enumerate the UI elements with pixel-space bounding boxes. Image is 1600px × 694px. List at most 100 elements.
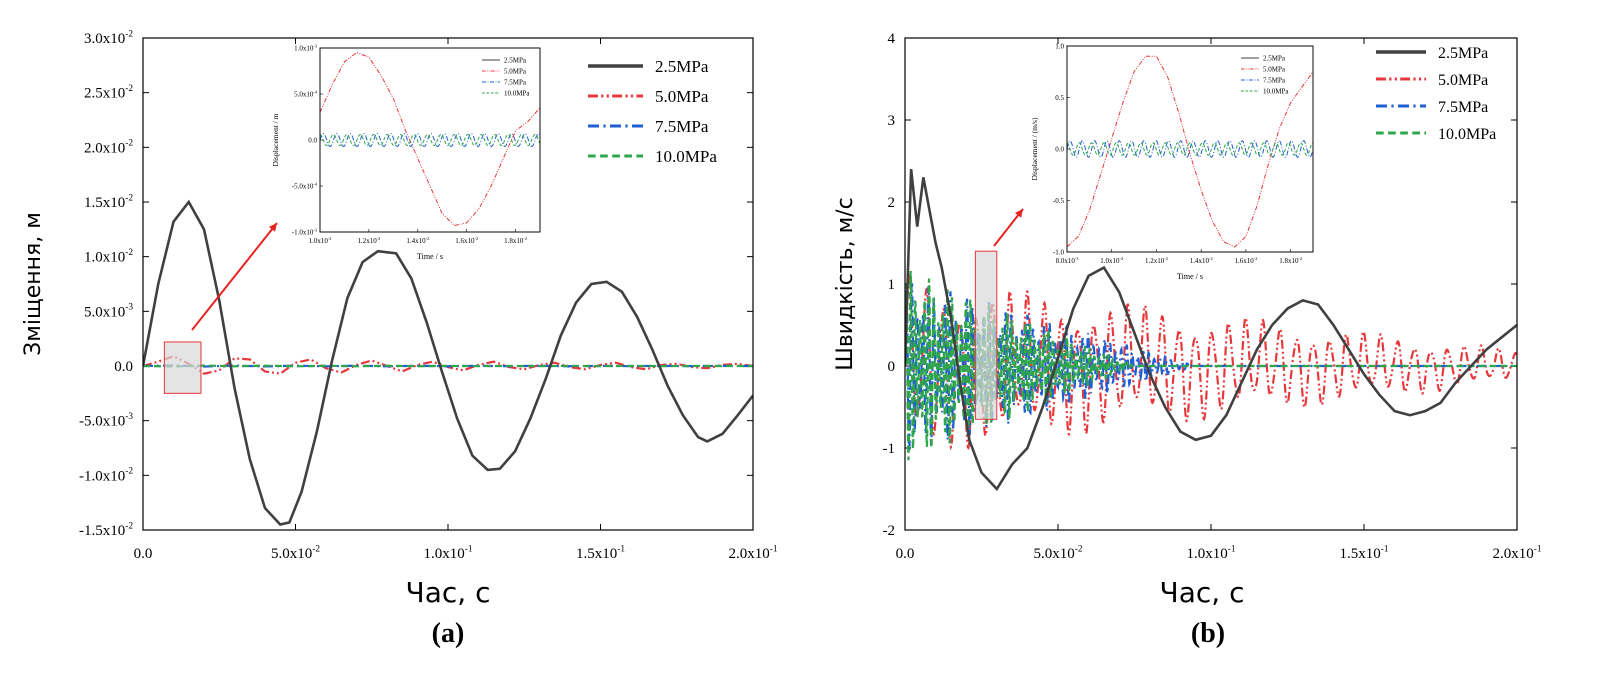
- x-tick-label: 1.5x10-1: [576, 544, 625, 562]
- inset-y-tick-label: -1.0x10-3: [292, 227, 317, 236]
- y-axis-title: Швидкість, м/с: [833, 197, 858, 370]
- x-tick-label-base: 0.0: [896, 546, 915, 562]
- y-tick-label: 3.0x10-2: [84, 29, 133, 47]
- inset-y-tick-label: 1.0: [1055, 43, 1064, 51]
- inset-x-tick-label: 1.6x10-2: [1234, 256, 1257, 265]
- y-tick-label: 1.5x10-2: [84, 193, 133, 211]
- series-line-2.5MPa: [143, 199, 753, 526]
- x-tick-label-exp: -2: [312, 544, 320, 554]
- inset-legend-label: 5.0MPa: [504, 68, 527, 76]
- inset-x-tick-label: 1.4x10-2: [406, 236, 429, 245]
- inset-x-tick-label-exp: -2: [523, 236, 527, 241]
- x-tick-label-exp: -1: [465, 544, 473, 554]
- inset-y-tick-label: 0.0: [308, 137, 317, 145]
- y-tick-label-base: 1.5x10: [84, 195, 125, 211]
- inset-x-tick-label-base: 1.0x10: [309, 237, 329, 245]
- y-tick-label: -1: [883, 441, 896, 457]
- y-tick-label-exp: -2: [125, 193, 133, 203]
- zoom-arrow: [191, 222, 278, 331]
- y-tick-label: 2: [888, 195, 896, 211]
- inset-y-tick-label-exp: -3: [313, 43, 317, 48]
- inset-x-tick-label-base: 1.6x10: [455, 237, 475, 245]
- inset-x-tick-label: 1.2x10-2: [1145, 256, 1168, 265]
- inset-x-tick-label: 1.0x10-2: [1100, 256, 1123, 265]
- inset-x-tick-label: 1.4x10-2: [1190, 256, 1213, 265]
- x-tick-label: 1.5x10-1: [1340, 544, 1389, 562]
- legend-label: 5.0MPa: [1438, 72, 1488, 89]
- y-tick-label: -2: [883, 523, 896, 539]
- y-tick-label-exp: -2: [125, 467, 133, 477]
- y-tick-label-base: 5.0x10: [84, 304, 125, 320]
- y-tick-label: 2.0x10-2: [84, 139, 133, 157]
- y-tick-label-base: 1.0x10: [84, 250, 125, 266]
- inset-legend-label: 7.5MPa: [1263, 77, 1286, 85]
- y-tick-label-base: -5.0x10: [79, 414, 125, 430]
- legend-label: 2.5MPa: [655, 57, 709, 76]
- y-tick-label-exp: -3: [125, 412, 133, 422]
- y-tick-label-exp: -2: [125, 139, 133, 149]
- inset-y-tick-label: -0.5: [1053, 197, 1065, 205]
- legend-label: 7.5MPa: [1438, 99, 1488, 116]
- inset-frame-bg: [319, 47, 541, 233]
- inset-y-tick-label-base: 1.0: [1055, 43, 1064, 51]
- inset-y-tick-label: 5.0x10-4: [294, 89, 318, 98]
- inset-legend-label: 10.0MPa: [504, 90, 530, 98]
- x-tick-label-base: 5.0x10: [271, 546, 312, 562]
- series-group: [143, 199, 753, 526]
- y-tick-label-base: -2: [883, 523, 896, 539]
- x-tick-label: 0.0: [134, 546, 153, 562]
- y-tick-label-base: 2.0x10: [84, 140, 125, 156]
- inset-x-axis-title: Time / s: [1177, 272, 1203, 281]
- y-tick-label: 2.5x10-2: [84, 84, 133, 102]
- inset-series-line-7.5MPa: [320, 133, 540, 147]
- inset-x-tick-label-exp: -2: [1164, 256, 1168, 261]
- series-line-10.0MPa: [143, 364, 753, 368]
- inset-y-tick-label-exp: -3: [313, 227, 317, 232]
- zoom-arrow-head: [1014, 209, 1023, 218]
- series-line-7.5MPa: [905, 283, 1517, 455]
- inset-y-tick-label-base: -1.0x10: [292, 229, 314, 237]
- x-tick-label: 1.0x10-1: [424, 544, 473, 562]
- x-tick-label-exp: -1: [1228, 544, 1236, 554]
- y-tick-label-exp: -2: [125, 248, 133, 258]
- x-tick-label: 5.0x10-2: [1034, 544, 1083, 562]
- inset-legend-label: 5.0MPa: [1263, 66, 1286, 74]
- x-axis-title: Час, с: [406, 576, 491, 609]
- inset-y-axis-title: Displacement / (m/s): [1030, 117, 1039, 180]
- inset-x-axis-title: Time / s: [417, 252, 443, 261]
- y-tick-label: 1.0x10-2: [84, 248, 133, 266]
- inset-x-tick-label-exp: -2: [328, 236, 332, 241]
- inset-x-tick-label-exp: -2: [474, 236, 478, 241]
- inset-y-tick-label: 1.0x10-3: [294, 43, 317, 52]
- x-tick-label-exp: -2: [1075, 544, 1083, 554]
- inset-y-tick-label-base: 5.0x10: [294, 91, 314, 99]
- panel-label: (a): [432, 618, 465, 649]
- inset-series-group: [1067, 55, 1313, 248]
- y-tick-label: -1.5x10-2: [79, 521, 133, 539]
- zoom-highlight-box: [163, 341, 202, 394]
- inset-x-tick-label-exp: -2: [426, 236, 430, 241]
- x-tick-label-base: 1.0x10: [424, 546, 465, 562]
- zoom-highlight-box: [974, 250, 998, 420]
- panel-label: (b): [1191, 618, 1225, 649]
- x-tick-label: 1.0x10-1: [1187, 544, 1236, 562]
- y-tick-label: -5.0x10-3: [79, 412, 133, 430]
- inset-x-tick-label: 1.8x10-2: [1279, 256, 1302, 265]
- inset-x-tick-label-base: 1.6x10: [1234, 257, 1254, 265]
- y-tick-label-base: 2: [888, 195, 896, 211]
- y-tick-label-base: 3.0x10: [84, 31, 125, 47]
- inset-legend-label: 2.5MPa: [1263, 55, 1286, 63]
- legend-label: 7.5MPa: [655, 117, 709, 136]
- inset-x-tick-label: 1.2x10-2: [357, 236, 380, 245]
- x-tick-label-base: 0.0: [134, 546, 153, 562]
- inset-series-line-5.0MPa: [1067, 55, 1313, 248]
- inset-series-line-10.0MPa: [320, 133, 540, 147]
- y-tick-label-exp: -2: [125, 29, 133, 39]
- inset-x-tick-label: 1.8x10-2: [504, 236, 527, 245]
- inset-x-tick-label-base: 8.0x10: [1056, 257, 1076, 265]
- y-tick-label: 4: [888, 31, 896, 47]
- inset-frame-bg: [1066, 45, 1314, 253]
- x-axis-title: Час, с: [1160, 576, 1245, 609]
- y-tick-label: 1: [888, 277, 896, 293]
